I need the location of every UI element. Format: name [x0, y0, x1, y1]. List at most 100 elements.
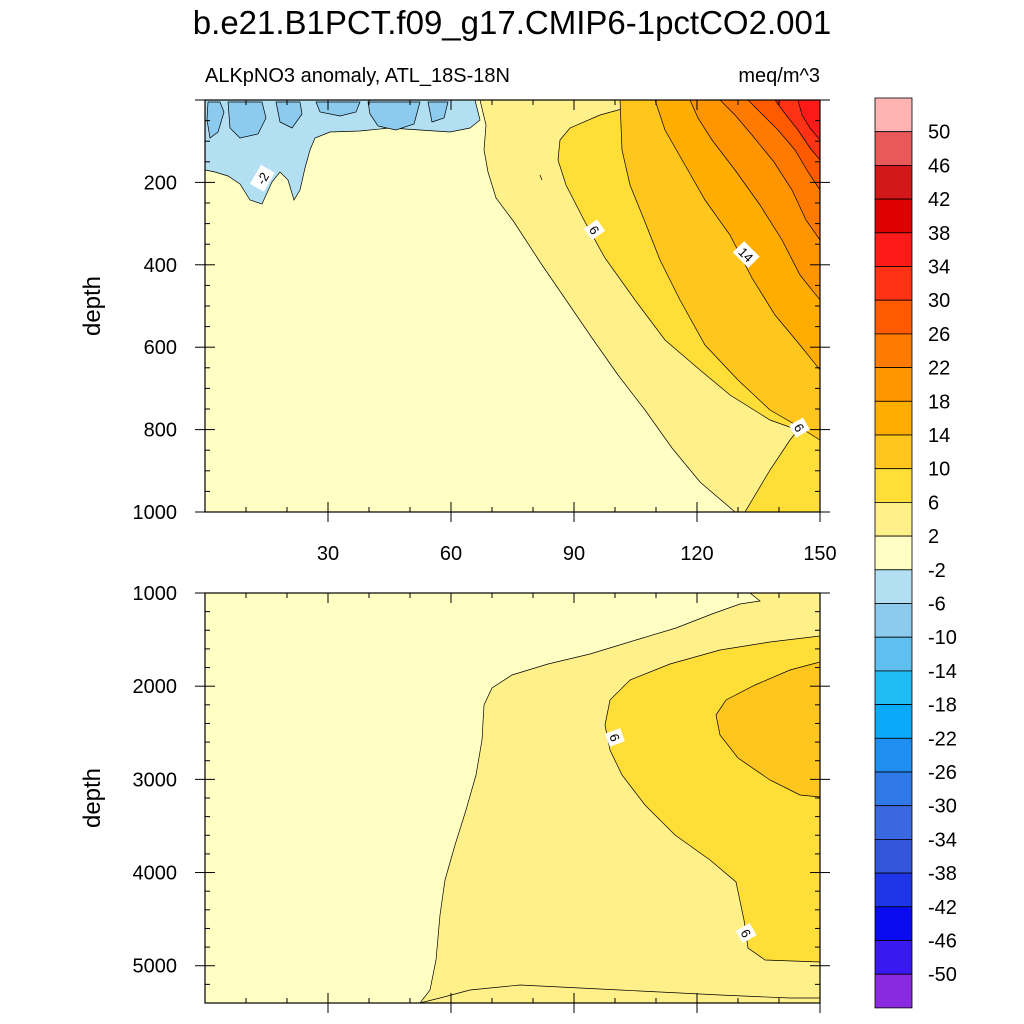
y-tick-label: 3000	[133, 769, 178, 791]
colorbar-swatch	[874, 973, 913, 1009]
x-tick-label: 90	[563, 543, 585, 565]
colorbar-swatch	[874, 97, 913, 133]
colorbar-swatch	[874, 569, 913, 604]
colorbar-label: -2	[928, 560, 946, 582]
colorbar-swatch	[874, 198, 913, 234]
colorbar-label: 2	[928, 526, 939, 548]
upper-region-negative-strong	[206, 101, 449, 139]
upper-y-axis-label: depth	[79, 276, 106, 336]
lower-panel-ticks: 1000 2000 3000 4000 5000	[133, 583, 830, 1013]
x-tick-label: 60	[440, 543, 462, 565]
colorbar-label: -14	[928, 661, 957, 683]
lower-panel-fill	[205, 593, 820, 1003]
colorbar-label: -6	[928, 594, 946, 616]
colorbar-label: -22	[928, 728, 957, 750]
colorbar-swatch	[874, 367, 913, 402]
y-tick-label: 1000	[133, 583, 178, 605]
colorbar-swatch	[874, 737, 913, 773]
lower-panel-contour-labels: 66	[605, 728, 757, 944]
contour-label: 6	[789, 417, 810, 438]
colorbar-label: -42	[928, 897, 957, 919]
y-tick-label: 1000	[133, 502, 178, 524]
colorbar-swatch	[874, 501, 913, 537]
colorbar-swatch	[874, 805, 913, 840]
colorbar-swatch	[874, 131, 913, 166]
colorbar-swatch	[874, 299, 913, 335]
upper-region-34-to-38	[797, 100, 820, 141]
colorbar-swatch	[874, 704, 913, 739]
upper-panel-contour-labels: -2 6 14 6	[249, 164, 810, 438]
contour-label: 6	[605, 728, 625, 747]
colorbar-label: -26	[928, 762, 957, 784]
colorbar: 50 46 42 38 34 30 26 22 18 14 10 6 2 -2 -6 -10 -14 -18 -22…	[874, 97, 957, 1009]
colorbar-swatch	[874, 535, 913, 571]
colorbar-swatch	[874, 771, 913, 807]
colorbar-label: -30	[928, 796, 957, 818]
contour-label-bg	[735, 923, 757, 944]
colorbar-swatch	[874, 839, 913, 874]
colorbar-label: 26	[928, 324, 950, 346]
colorbar-label: 38	[928, 223, 950, 245]
colorbar-label: 6	[928, 492, 939, 514]
upper-region-negative	[205, 100, 481, 205]
colorbar-label: -38	[928, 863, 957, 885]
contour-label-bg	[605, 728, 625, 747]
x-tick-label: 150	[803, 543, 836, 565]
colorbar-label: -34	[928, 829, 957, 851]
colorbar-swatch	[874, 636, 913, 672]
colorbar-swatch	[874, 400, 913, 436]
colorbar-label: 22	[928, 358, 950, 380]
upper-panel-ticks: 30 60 90 120 150 200 400 600 800 1000	[133, 99, 837, 565]
y-tick-label: 400	[144, 255, 177, 277]
colorbar-swatch	[874, 164, 913, 200]
variable-label: ALKpNO3 anomaly, ATL_18S-18N	[205, 65, 510, 87]
contour-label: 6	[735, 923, 757, 944]
contour-label-text: 6	[606, 732, 623, 744]
colorbar-swatch	[874, 333, 913, 368]
y-tick-label: 4000	[133, 863, 178, 885]
colorbar-label: -50	[928, 964, 957, 986]
contour-label-bg	[732, 241, 760, 268]
upper-contour-2	[539, 174, 543, 181]
x-tick-label: 120	[680, 543, 713, 565]
contour-label: -2	[249, 164, 275, 192]
lower-boundary	[419, 984, 820, 1003]
colorbar-label: 34	[928, 257, 950, 279]
colorbar-swatch	[874, 940, 913, 975]
colorbar-swatch	[874, 266, 913, 301]
colorbar-swatch	[874, 872, 913, 908]
colorbar-label: 18	[928, 391, 950, 413]
colorbar-swatch	[874, 468, 913, 503]
y-tick-label: 600	[144, 337, 177, 359]
colorbar-swatch	[874, 232, 913, 267]
colorbar-label: 30	[928, 290, 950, 312]
x-tick-label: 30	[317, 543, 339, 565]
colorbar-label: 42	[928, 189, 950, 211]
colorbar-label: -18	[928, 695, 957, 717]
contour-label-bg	[249, 164, 275, 192]
colorbar-label: 10	[928, 459, 950, 481]
colorbar-swatch	[874, 434, 913, 470]
colorbar-swatch	[874, 603, 913, 638]
lower-y-axis-label: depth	[79, 768, 106, 828]
contour-label-bg	[789, 417, 810, 438]
y-tick-label: 800	[144, 420, 177, 442]
colorbar-swatch	[874, 670, 913, 706]
colorbar-label: -46	[928, 931, 957, 953]
upper-panel-fill	[205, 100, 820, 512]
colorbar-label: 46	[928, 155, 950, 177]
colorbar-swatch	[874, 906, 913, 941]
lower-region-10-to-14	[715, 661, 820, 798]
chart-title: b.e21.B1PCT.f09_g17.CMIP6-1pctCO2.001	[193, 4, 831, 41]
colorbar-label: 50	[928, 122, 950, 144]
contour-label: 14	[732, 241, 760, 268]
y-tick-label: 5000	[133, 956, 178, 978]
colorbar-label: -10	[928, 627, 957, 649]
y-tick-label: 2000	[133, 676, 178, 698]
colorbar-label: 14	[928, 425, 950, 447]
units-label: meq/m^3	[738, 65, 820, 87]
contour-label-bg	[583, 219, 606, 241]
y-tick-label: 200	[144, 172, 177, 194]
contour-label: 6	[583, 219, 606, 241]
